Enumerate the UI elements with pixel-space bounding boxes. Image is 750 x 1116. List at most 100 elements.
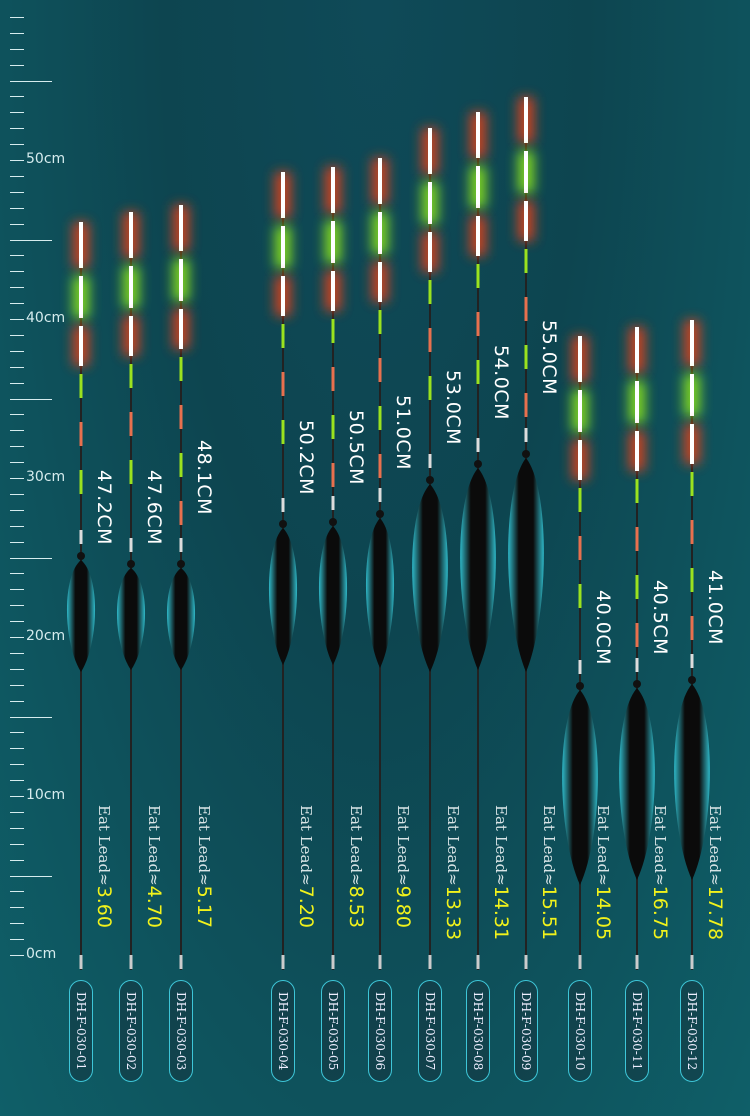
float-body (619, 688, 655, 880)
lead-value: 3.60 (93, 885, 115, 928)
model-badge: DH-F-030-11 (625, 980, 649, 1082)
red-tip-segment (179, 205, 183, 251)
float-stem-tip (179, 955, 183, 969)
eat-lead-text: Eat Lead≈8.53 (345, 805, 367, 928)
stem-white-band (578, 660, 582, 674)
ruler-tick (10, 350, 24, 352)
red-tip-segment (476, 216, 480, 256)
ruler-label: 40cm (26, 310, 66, 326)
ruler-tick (10, 462, 24, 464)
ruler-tick (10, 319, 24, 320)
float-collar (127, 560, 135, 568)
float-body (674, 684, 710, 880)
float-collar (177, 560, 185, 568)
eat-lead-label: Eat Lead (297, 805, 315, 874)
float-stem-tip (690, 955, 694, 969)
thin-tip-segment (635, 527, 639, 551)
red-tip-segment (524, 201, 528, 241)
thin-tip-segment (378, 358, 382, 382)
float-length: 40.5CM (649, 580, 671, 655)
ruler-tick (10, 748, 24, 750)
ruler-label: 50cm (26, 151, 66, 167)
float-body (268, 528, 298, 665)
ruler-tick (10, 732, 24, 734)
model-code: DH-F-030-05 (326, 991, 340, 1071)
float-collar (633, 680, 641, 688)
float-collar (688, 676, 696, 684)
stem-white-band (281, 498, 285, 512)
thin-tip-segment (428, 376, 432, 400)
stem-white-band (428, 454, 432, 468)
approx-symbol: ≈ (540, 873, 558, 886)
ruler-tick (10, 668, 24, 670)
ruler-tick (10, 64, 24, 66)
eat-lead-label: Eat Lead (347, 805, 365, 874)
ruler-tick (10, 716, 52, 718)
ruler-tick (10, 859, 24, 861)
thin-tip-segment (578, 536, 582, 560)
red-tip-segment (129, 316, 133, 356)
red-tip-segment (690, 320, 694, 366)
green-tip-segment (690, 374, 694, 416)
thin-tip-segment (331, 415, 335, 439)
ruler-label: 10cm (26, 787, 66, 803)
thin-tip-segment (378, 454, 382, 478)
red-tip-segment (281, 276, 285, 316)
stem-white-band (331, 496, 335, 510)
red-tip-segment (635, 431, 639, 471)
red-tip-segment (524, 97, 528, 143)
red-tip-segment (476, 112, 480, 158)
thin-tip-segment (635, 623, 639, 647)
model-code: DH-F-030-01 (74, 991, 88, 1071)
float-length: 50.5CM (345, 410, 367, 485)
lead-value: 9.80 (392, 885, 414, 928)
thin-tip-segment (476, 264, 480, 288)
lead-value: 8.53 (345, 885, 367, 928)
ruler-tick (10, 589, 24, 591)
eat-lead-label: Eat Lead (594, 805, 612, 874)
ruler-tick (10, 605, 24, 607)
ruler-tick (10, 478, 24, 479)
thin-tip-segment (331, 463, 335, 487)
ruler-tick (10, 160, 24, 161)
red-tip-segment (129, 212, 133, 258)
model-badge: DH-F-030-12 (680, 980, 704, 1082)
lead-value: 4.70 (143, 885, 165, 928)
model-badge: DH-F-030-10 (568, 980, 592, 1082)
float-body (166, 568, 196, 670)
model-badge: DH-F-030-05 (321, 980, 345, 1082)
green-tip-segment (635, 381, 639, 423)
ruler-tick (10, 239, 52, 241)
float-stem-tip (378, 955, 382, 969)
thin-tip-segment (524, 393, 528, 417)
eat-lead-text: Eat Lead≈15.51 (538, 805, 560, 940)
float-stem-tip (428, 955, 432, 969)
approx-symbol: ≈ (594, 873, 612, 886)
model-code: DH-F-030-03 (174, 991, 188, 1071)
float-length: 41.0CM (704, 570, 726, 645)
approx-symbol: ≈ (394, 873, 412, 886)
float-collar (77, 552, 85, 560)
ruler-tick (10, 939, 24, 941)
ruler-tick (10, 144, 24, 146)
ruler-tick (10, 223, 24, 225)
thin-tip-segment (690, 616, 694, 640)
float-body (412, 484, 448, 672)
model-badge: DH-F-030-08 (466, 980, 490, 1082)
ruler-tick (10, 621, 24, 623)
stem-white-band (179, 538, 183, 552)
green-tip-segment (281, 226, 285, 268)
ruler-tick (10, 907, 24, 909)
float-stem-tip (635, 955, 639, 969)
ruler-tick (10, 96, 24, 98)
thin-tip-segment (79, 374, 83, 398)
green-tip-segment (129, 266, 133, 308)
red-tip-segment (79, 222, 83, 268)
ruler-tick (10, 366, 24, 368)
float-length: 54.0CM (490, 345, 512, 420)
approx-symbol: ≈ (195, 873, 213, 886)
approx-symbol: ≈ (145, 873, 163, 886)
red-tip-segment (331, 271, 335, 311)
float-body (116, 568, 146, 670)
ruler-tick (10, 493, 24, 495)
